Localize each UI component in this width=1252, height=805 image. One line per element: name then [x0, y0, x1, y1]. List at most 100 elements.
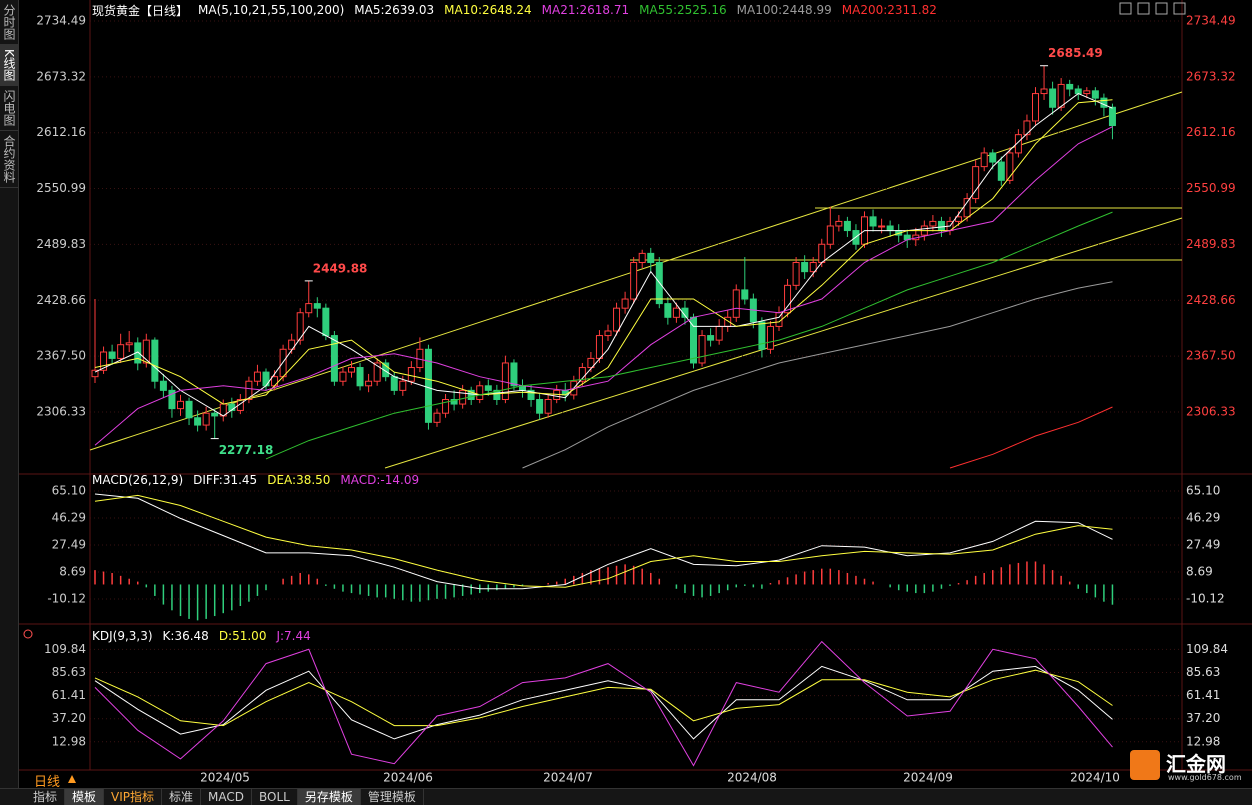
candle-body: [108, 351, 116, 359]
candle-body: [1049, 88, 1057, 108]
candle-body: [459, 389, 467, 405]
legend-entry: DIFF:31.45: [193, 473, 258, 487]
indicator-line: [94, 126, 1113, 446]
candle-body: [168, 389, 176, 410]
x-tick-label: 2024/06: [383, 771, 433, 785]
candle-body: [878, 225, 886, 228]
candle-body: [330, 335, 338, 382]
x-tick-label: 2024/08: [727, 771, 777, 785]
candle-body: [980, 152, 988, 168]
legend-entry: D:51.00: [218, 629, 267, 643]
candle-body: [741, 289, 749, 300]
toolbar-tab[interactable]: 模板: [65, 789, 105, 805]
legend-entry: MACD:-14.09: [340, 473, 420, 487]
y-tick-label: 2550.99: [1186, 181, 1236, 195]
candle-body: [125, 342, 133, 346]
sidebar-tab[interactable]: 合约资料: [0, 131, 18, 188]
icon[interactable]: [1173, 2, 1186, 15]
legend-entry: MA200:2311.82: [841, 3, 937, 17]
y-tick-label: 2550.99: [36, 181, 86, 195]
candle-body: [826, 225, 834, 245]
candle-body: [159, 380, 167, 391]
toolbar-tab[interactable]: VIP指标: [104, 789, 163, 805]
y-tick-label: 27.49: [1186, 537, 1220, 551]
legend-entry: MA55:2525.16: [639, 3, 727, 17]
period-selector[interactable]: 日线: [34, 775, 61, 790]
legend-entry: MA21:2618.71: [541, 3, 630, 17]
sidebar-tab[interactable]: K线图: [0, 45, 18, 86]
y-tick-label: 65.10: [52, 483, 86, 497]
toolbar-tab[interactable]: 管理模板: [361, 789, 424, 805]
candle-body: [279, 348, 287, 378]
legend-entry: J:7.44: [276, 629, 311, 643]
candle-body: [630, 262, 638, 300]
x-tick-label: 2024/09: [903, 771, 953, 785]
toolbar-tab[interactable]: 标准: [162, 789, 202, 805]
y-tick-label: -10.12: [1186, 591, 1225, 605]
candle-body: [792, 262, 800, 286]
candle-body: [963, 198, 971, 218]
candle-body: [433, 412, 441, 423]
candle-body: [245, 380, 253, 400]
candle-body: [681, 307, 689, 318]
toolbar-tab[interactable]: 指标: [26, 789, 66, 805]
y-tick-label: 2306.33: [1186, 404, 1236, 418]
sidebar-tab[interactable]: 分时图: [0, 0, 18, 45]
candle-body: [1057, 83, 1065, 108]
candle-body: [356, 367, 364, 387]
candle-body: [339, 371, 347, 382]
toolbar-icons[interactable]: [1119, 2, 1186, 15]
sidebar-tab[interactable]: 闪电图: [0, 86, 18, 131]
icon[interactable]: [1155, 2, 1168, 15]
candle-body: [784, 284, 792, 314]
candle-body: [262, 371, 270, 387]
y-tick-label: 65.10: [1186, 483, 1220, 497]
indicator-line: [94, 494, 1113, 588]
y-tick-label: 37.20: [52, 711, 86, 725]
period-arrow[interactable]: [68, 775, 76, 783]
toolbar-tab[interactable]: BOLL: [252, 789, 298, 805]
candle-body: [997, 161, 1005, 181]
candle-body: [296, 312, 304, 341]
extreme-label: 2449.88: [313, 261, 368, 275]
icon[interactable]: [1137, 2, 1150, 15]
candle-body: [818, 243, 826, 264]
toolbar-tab[interactable]: 另存模板: [297, 789, 361, 805]
y-tick-label: 37.20: [1186, 711, 1220, 725]
candle-body: [348, 367, 355, 373]
y-tick-label: 46.29: [52, 511, 86, 525]
y-tick-label: 2367.50: [1186, 349, 1236, 363]
candle-body: [1006, 152, 1014, 181]
candle-body: [151, 339, 159, 382]
logo-url: www.gold678.com: [1168, 773, 1242, 782]
icon[interactable]: [1119, 2, 1132, 15]
candle-body: [1014, 134, 1022, 154]
candle-body: [672, 307, 680, 318]
toolbar-tab[interactable]: MACD: [201, 789, 253, 805]
macd-header: MACD(26,12,9) DIFF:31.45 DEA:38.50 MACD:-1…: [92, 472, 419, 488]
candle-body: [305, 303, 313, 314]
candle-body: [177, 400, 184, 410]
candle-body: [450, 398, 458, 405]
y-tick-label: 27.49: [52, 537, 86, 551]
indicator-line: [94, 493, 1113, 590]
y-tick-label: 2306.33: [36, 404, 86, 418]
candle-body: [1032, 93, 1039, 122]
candle-body: [843, 220, 851, 232]
candle-body: [587, 357, 595, 369]
candle-body: [1074, 88, 1082, 95]
logo: 汇金网 www.gold678.com: [1128, 748, 1248, 784]
y-tick-label: 2489.83: [36, 237, 86, 251]
indicator-line: [949, 406, 1113, 469]
legend-entry: MA100:2448.99: [736, 3, 832, 17]
candle-body: [595, 335, 603, 359]
y-tick-label: 2673.32: [1186, 69, 1236, 83]
candle-body: [271, 376, 279, 387]
indicator-line: [94, 640, 1113, 767]
y-tick-label: 2734.49: [36, 13, 86, 27]
candle-body: [698, 335, 706, 364]
main-header: 现货黄金【日线】 MA(5,10,21,55,100,200) MA5:2639…: [92, 2, 937, 18]
y-tick-label: 109.84: [44, 642, 86, 656]
ma-params: MA(5,10,21,55,100,200): [198, 3, 345, 17]
y-tick-label: 12.98: [52, 734, 86, 748]
